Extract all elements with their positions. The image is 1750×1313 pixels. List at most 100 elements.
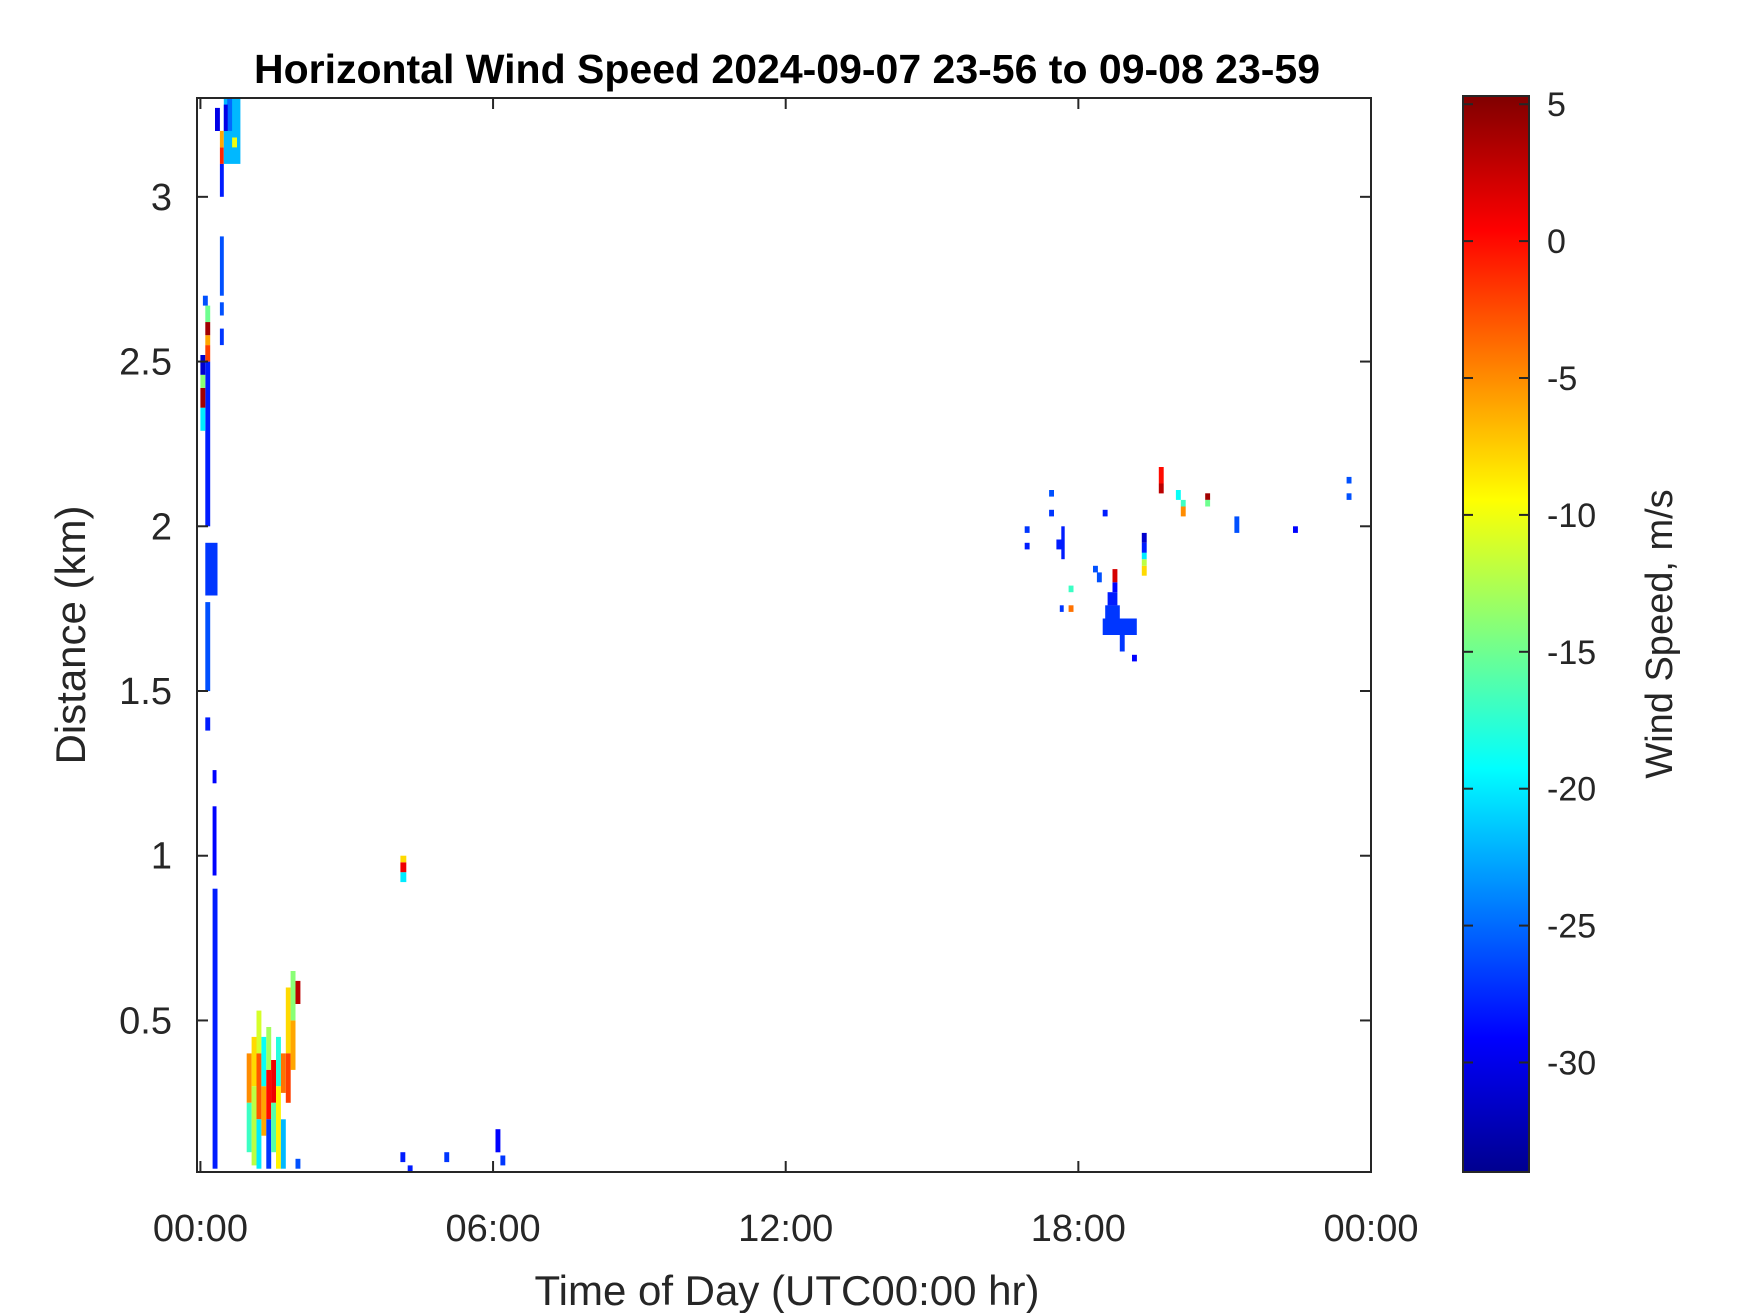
heatmap-cell bbox=[215, 107, 220, 131]
heatmap-cell bbox=[276, 1036, 281, 1087]
heatmap-cell bbox=[1093, 565, 1098, 573]
heatmap-cell bbox=[1024, 542, 1030, 550]
heatmap-cell bbox=[1112, 582, 1118, 593]
heatmap-cell bbox=[246, 1053, 252, 1103]
heatmap-cell bbox=[205, 335, 211, 346]
heatmap-cell bbox=[256, 1053, 262, 1120]
heatmap-cell bbox=[280, 1053, 286, 1093]
heatmap-cell bbox=[212, 888, 218, 1169]
heatmap-cell bbox=[205, 542, 218, 596]
heatmap-cell bbox=[212, 770, 217, 784]
heatmap-cell bbox=[246, 1102, 252, 1153]
heatmap-cell bbox=[251, 1036, 257, 1087]
y-tick-label: 2 bbox=[151, 506, 172, 548]
heatmap-cell bbox=[1175, 490, 1181, 500]
heatmap-cell bbox=[1024, 526, 1030, 533]
heatmap-cell bbox=[1180, 499, 1186, 507]
heatmap-cell bbox=[276, 1086, 281, 1169]
heatmap-cell bbox=[1205, 493, 1211, 500]
heatmap-cell bbox=[495, 1129, 501, 1153]
x-tick-label: 06:00 bbox=[446, 1208, 541, 1250]
heatmap-cell bbox=[219, 236, 224, 296]
x-tick-label: 18:00 bbox=[1031, 1208, 1126, 1250]
heatmap-cell bbox=[1346, 476, 1352, 484]
chart-title: Horizontal Wind Speed 2024-09-07 23-56 t… bbox=[254, 46, 1320, 92]
heatmap-cell bbox=[285, 1053, 291, 1103]
heatmap-cell bbox=[232, 137, 237, 148]
heatmap-cell bbox=[1158, 467, 1164, 484]
y-axis-ticks: 0.5 1 1.5 2 2.5 3 bbox=[119, 177, 1371, 1042]
heatmap-cell bbox=[205, 345, 211, 362]
colorbar-tick-label: -20 bbox=[1547, 771, 1596, 809]
heatmap-cell bbox=[266, 1027, 272, 1070]
colorbar-tick-label: -30 bbox=[1547, 1044, 1596, 1082]
heatmap-cell bbox=[205, 717, 211, 731]
heatmap-cell bbox=[200, 387, 206, 408]
heatmap-cell bbox=[1119, 635, 1125, 652]
heatmap-cell bbox=[1056, 539, 1064, 550]
heatmap-cell bbox=[219, 328, 224, 346]
heatmap-cell bbox=[1180, 506, 1186, 517]
heatmap-cells bbox=[200, 99, 1352, 1171]
heatmap-cell bbox=[212, 806, 217, 876]
heatmap-cell bbox=[500, 1155, 506, 1166]
y-tick-label: 2.5 bbox=[119, 342, 172, 384]
heatmap-cell bbox=[400, 855, 407, 863]
heatmap-cell bbox=[223, 104, 228, 131]
heatmap-cell bbox=[1096, 572, 1102, 583]
heatmap-cell bbox=[219, 163, 224, 197]
heatmap-cell bbox=[1141, 552, 1147, 560]
heatmap-cell bbox=[400, 1152, 406, 1163]
colorbar bbox=[1462, 95, 1530, 1173]
heatmap-cell bbox=[219, 130, 224, 148]
heatmap-cell bbox=[1346, 493, 1352, 500]
y-tick-label: 1 bbox=[151, 836, 172, 878]
heatmap-cell bbox=[295, 980, 301, 1004]
heatmap-cell bbox=[1105, 605, 1120, 619]
y-axis-label: Distance (km) bbox=[47, 505, 94, 764]
heatmap-cell bbox=[271, 1102, 276, 1153]
heatmap-cell bbox=[219, 147, 224, 164]
colorbar-tick-label: -10 bbox=[1547, 497, 1596, 535]
heatmap-cell bbox=[400, 872, 407, 883]
heatmap-cell bbox=[1112, 569, 1118, 583]
heatmap-cell bbox=[1234, 516, 1240, 533]
heatmap-cell bbox=[219, 302, 224, 316]
heatmap-cell bbox=[266, 1069, 272, 1120]
heatmap-cell bbox=[200, 407, 206, 431]
heatmap-cell bbox=[1049, 490, 1054, 497]
heatmap-cell bbox=[205, 322, 211, 336]
y-tick-label: 1.5 bbox=[119, 671, 172, 713]
heatmap-cell bbox=[256, 1119, 262, 1169]
colorbar-label: Wind Speed, m/s bbox=[1639, 489, 1681, 778]
plot-frame bbox=[196, 97, 1372, 1173]
heatmap-cell bbox=[200, 355, 206, 375]
y-tick-label: 0.5 bbox=[119, 1000, 172, 1042]
heatmap-cell bbox=[200, 374, 206, 388]
heatmap-cell bbox=[1107, 592, 1118, 606]
heatmap-cell bbox=[1061, 526, 1065, 560]
heatmap-cell bbox=[1049, 509, 1054, 517]
heatmap-cell bbox=[290, 971, 296, 1021]
heatmap-cell bbox=[1205, 499, 1211, 507]
heatmap-cell bbox=[295, 1158, 301, 1169]
heatmap-cell bbox=[444, 1152, 450, 1163]
colorbar-tick-label: -15 bbox=[1547, 634, 1596, 672]
heatmap-cell bbox=[1141, 532, 1147, 543]
heatmap-cell bbox=[1068, 605, 1074, 612]
heatmap-cell bbox=[1158, 483, 1164, 494]
heatmap-cell bbox=[266, 1119, 272, 1169]
heatmap-cell bbox=[1141, 542, 1147, 553]
heatmap-cell bbox=[261, 1086, 267, 1136]
y-tick-label: 3 bbox=[151, 177, 172, 219]
heatmap-cell bbox=[251, 1086, 257, 1166]
heatmap-cell bbox=[285, 987, 291, 1054]
heatmap-cell bbox=[400, 862, 407, 873]
colorbar-tick-label: 5 bbox=[1547, 86, 1566, 124]
heatmap-cell bbox=[1141, 559, 1147, 566]
x-axis-label: Time of Day (UTC00:00 hr) bbox=[535, 1267, 1040, 1313]
heatmap-cell bbox=[1059, 605, 1064, 612]
heatmap-cell bbox=[1102, 618, 1137, 635]
heatmap-cell bbox=[261, 1036, 267, 1087]
heatmap-cell bbox=[407, 1165, 413, 1171]
